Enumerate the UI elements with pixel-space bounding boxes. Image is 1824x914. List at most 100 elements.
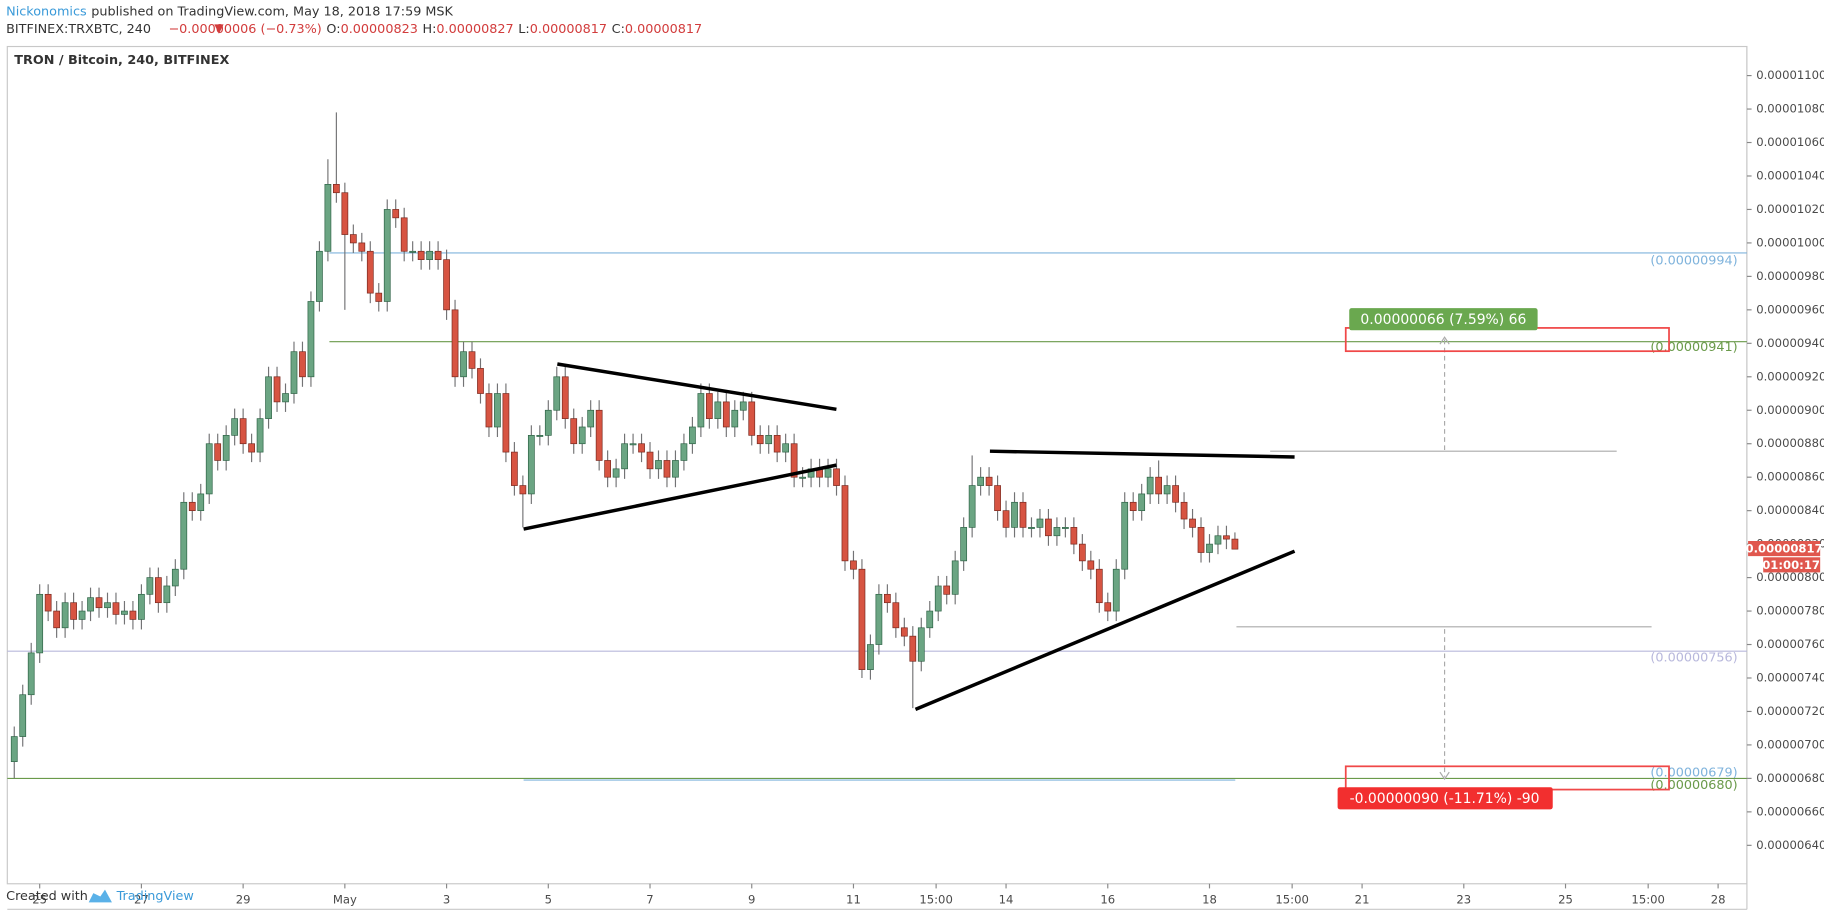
candle-body [1231,538,1239,550]
candle-body [1036,518,1044,528]
candle-body [790,443,798,478]
y-tick-label: 0.00001000 [1756,235,1824,249]
candle-body [299,351,306,378]
candle-body [485,393,493,428]
candle-body [570,418,578,445]
x-tick-label: 3 [443,893,450,907]
y-tick-label: 0.00000840 [1756,503,1824,517]
candle-body [366,250,374,294]
candle-body [1062,527,1069,529]
candle-body [883,593,891,604]
candle-body [756,435,764,445]
long-label: 0.00000066 (7.59%) 66 [1360,312,1526,328]
candle-body [171,568,179,587]
x-tick-label: 7 [646,893,653,907]
candle-body [409,250,417,253]
candle-body [943,585,951,595]
candle-body [121,610,128,615]
candle-body [1104,602,1112,612]
candle-body [1112,568,1120,612]
candle-body [646,451,654,470]
candle-body [638,443,645,453]
candle-body [44,593,52,612]
candle-body [333,184,340,194]
y-tick-label: 0.00000900 [1756,403,1824,417]
candle-body [689,426,696,445]
candle-body [799,476,806,479]
candle-body [578,426,586,445]
candle-body [977,476,984,486]
candle-body [909,635,917,662]
candle-body [739,401,747,411]
candle-body [502,393,510,453]
candle-body [587,409,595,428]
x-tick-label: 15:00 [919,893,952,907]
x-tick-label: 29 [236,893,251,907]
last-price-box [1748,541,1821,557]
y-tick-label: 0.00001060 [1756,135,1824,149]
author[interactable]: Nickonomics [6,4,87,19]
symbol-line: BITFINEX:TRXBTC, 240 −0.00000006 (−0.73%)… [6,22,702,37]
footer-brand[interactable]: TradingView [116,889,194,904]
candle-body [27,652,35,696]
candle-body [858,568,866,670]
candle-body [731,409,739,428]
ohlc-key: H: [422,22,436,37]
candle-body [824,468,832,478]
candle-body [833,468,840,486]
chart-title: TRON / Bitcoin, 240, BITFINEX [14,53,229,68]
candle-body [553,376,561,411]
x-tick-label: 15:00 [1275,893,1308,907]
footer-text: Created with [6,889,88,904]
candle-body [163,585,171,604]
symbol: BITFINEX:TRXBTC, 240 [6,22,151,37]
trendline [914,549,1296,711]
candle-body [1053,527,1061,537]
candle-body [70,602,77,620]
candle-body [341,192,349,235]
candle-body [1095,568,1103,604]
candle-body [697,393,705,428]
last-price-label: 0.00000817 [1746,542,1823,556]
candle-body [451,309,459,378]
candle-body [316,250,323,302]
candle-body [765,435,773,445]
x-tick-label: 25 [1558,893,1573,907]
y-tick-label: 0.00001020 [1756,202,1824,216]
candle-body [349,234,357,244]
candle-body [53,610,61,629]
y-tick-label: 0.00000800 [1756,570,1824,584]
candle-body [248,443,255,453]
candle-body [1011,501,1018,528]
countdown-box [1763,557,1821,573]
position-tools: 0.00000066 (7.59%) 66 -0.00000090 (-11.7… [1236,308,1670,810]
candle-body [112,602,120,615]
candle-body [19,694,27,737]
y-tick-label: 0.00000940 [1756,336,1824,350]
candle-body [392,209,400,219]
candle-body [400,217,408,252]
candle-body [1189,518,1196,528]
candle-body [875,593,883,645]
candle-body [892,602,900,629]
countdown-label: 01:00:17 [1762,558,1820,572]
candle-body [951,560,959,595]
candle-body [154,577,162,604]
candle-body [460,351,467,378]
x-tick-label: 16 [1100,893,1115,907]
candle-body [867,644,874,670]
ohlc-value: 0.00000823 [341,22,418,37]
x-tick-label: 15:00 [1631,893,1664,907]
x-tick-label: 28 [1711,893,1726,907]
candle-body [265,376,272,419]
y-tick-label: 0.00001100 [1756,68,1824,82]
candle-body [1121,501,1129,570]
short-label: -0.00000090 (-11.71%) -90 [1350,791,1540,807]
candle-body [273,376,281,403]
y-tick-label: 0.00000980 [1756,269,1824,283]
level-label: (0.00000941) [1650,340,1737,355]
candle-body [1214,535,1222,545]
trendline [557,362,837,412]
